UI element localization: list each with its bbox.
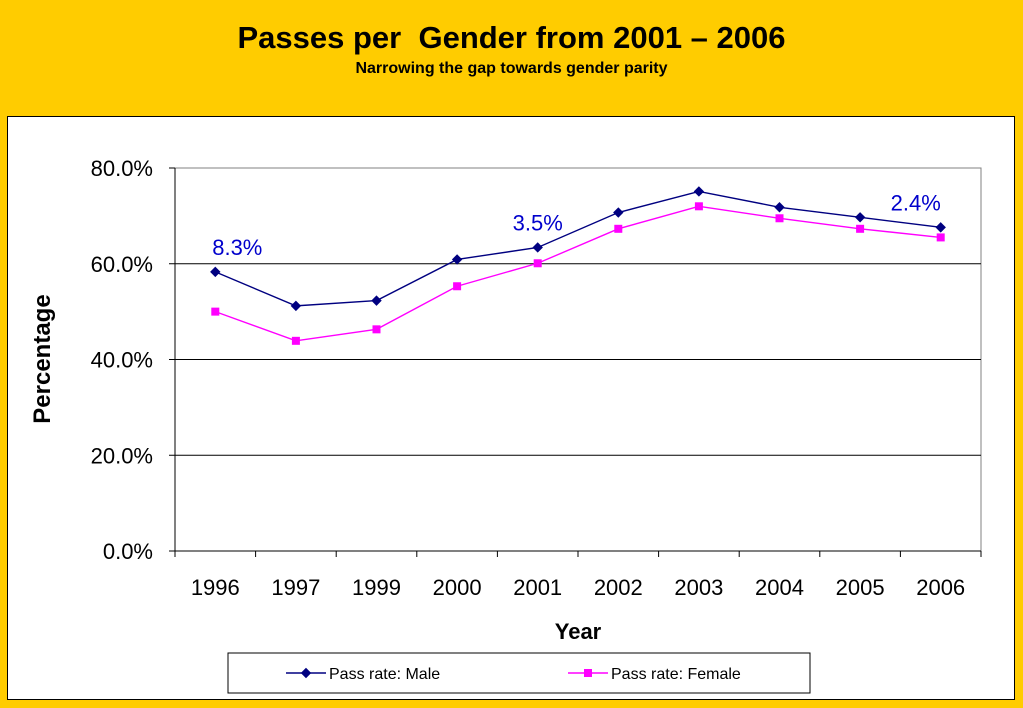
data-point [856, 224, 865, 233]
data-point [935, 222, 946, 233]
data-point [533, 259, 542, 268]
y-axis-label: Percentage [29, 294, 56, 423]
legend-marker [300, 667, 312, 679]
series-line [215, 205, 941, 342]
x-tick-label: 1997 [271, 575, 320, 600]
x-tick-label: 2005 [836, 575, 885, 600]
data-point [453, 282, 462, 291]
line-chart: 0.0% 20.0% 40.0% 60.0% 80.0% 1996 1997 1999 200… [29, 156, 982, 694]
slide-subtitle: Narrowing the gap towards gender parity [355, 60, 668, 77]
y-tick-label: 0.0% [103, 539, 153, 564]
data-point [775, 214, 784, 223]
legend-label: Pass rate: Female [611, 666, 741, 683]
y-axis: 0.0% 20.0% 40.0% 60.0% 80.0% [91, 156, 176, 564]
data-point [774, 202, 785, 213]
legend-label: Pass rate: Male [329, 666, 440, 683]
legend: Pass rate: Male Pass rate: Female [227, 652, 811, 694]
data-point [210, 266, 221, 278]
series-layer [210, 186, 946, 345]
series-0 [210, 186, 946, 312]
data-point [211, 307, 220, 316]
x-tick-label: 2000 [433, 575, 482, 600]
series-1 [211, 202, 945, 345]
x-tick-label: 2004 [755, 575, 804, 600]
data-point [290, 300, 302, 312]
y-tick-label: 20.0% [91, 443, 153, 468]
x-tick-label: 2001 [513, 575, 562, 600]
data-point [693, 186, 705, 197]
x-tick-label: 2003 [674, 575, 723, 600]
data-point [371, 295, 382, 306]
annotation-layer: 8.3% 3.5% 2.4% [212, 190, 941, 260]
data-point [613, 207, 624, 218]
data-point [372, 325, 381, 334]
x-axis: 1996 1997 1999 2000 2001 2002 2003 2004 2005 2006 [174, 550, 982, 600]
x-tick-label: 1996 [191, 575, 240, 600]
slide-title: Passes per Gender from 2001 – 2006 [237, 20, 786, 55]
data-point [532, 242, 543, 253]
y-tick-label: 80.0% [91, 156, 153, 181]
x-tick-label: 1999 [352, 575, 401, 600]
data-point [614, 224, 623, 233]
x-tick-label: 2002 [594, 575, 643, 600]
y-tick-label: 60.0% [91, 252, 153, 277]
legend-marker [584, 669, 592, 677]
data-point [854, 212, 866, 223]
data-point [291, 336, 300, 345]
y-tick-label: 40.0% [91, 348, 153, 373]
gridlines [175, 263, 981, 456]
annotation-label: 2.4% [891, 190, 941, 215]
annotation-label: 8.3% [212, 235, 262, 260]
data-point [694, 202, 703, 211]
series-line [215, 190, 941, 307]
data-point [936, 233, 945, 242]
chart-area: 0.0% 20.0% 40.0% 60.0% 80.0% 1996 1997 1999 200… [7, 116, 1015, 700]
x-axis-label: Year [555, 619, 602, 644]
annotation-label: 3.5% [513, 210, 563, 235]
x-tick-label: 2006 [916, 575, 965, 600]
data-point [451, 254, 463, 265]
